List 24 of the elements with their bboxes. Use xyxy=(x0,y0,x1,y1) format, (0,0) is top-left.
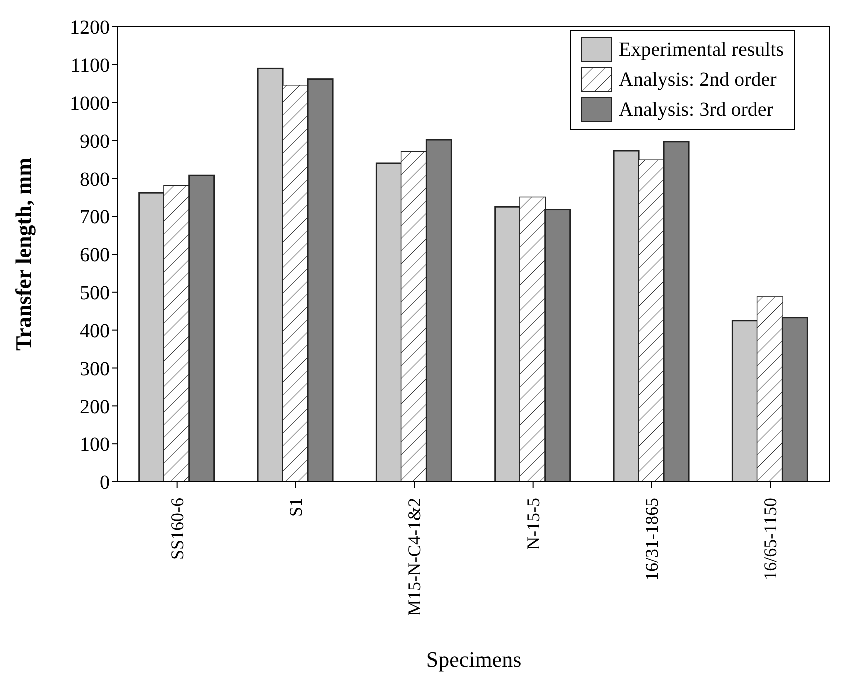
legend-label: Analysis: 3rd order xyxy=(619,98,774,122)
y-tick-label: 500 xyxy=(80,282,110,305)
y-tick-label: 800 xyxy=(80,168,110,191)
y-tick-label: 0 xyxy=(100,472,110,494)
y-tick-label: 600 xyxy=(80,244,110,267)
x-tick-label: 16/31-1865 xyxy=(642,498,662,581)
y-tick-label: 100 xyxy=(80,434,110,456)
y-tick-label: 1100 xyxy=(70,55,110,78)
y-tick-label: 900 xyxy=(80,130,110,153)
y-tick-label: 400 xyxy=(80,320,110,342)
x-tick-label: M15-N-C4-1&2 xyxy=(404,498,425,616)
y-tick-label: 1200 xyxy=(70,17,110,40)
y-tick-label: 200 xyxy=(80,396,110,418)
x-axis-title: Specimens xyxy=(426,647,522,672)
x-tick-label: S1 xyxy=(286,498,306,518)
y-tick-label: 1000 xyxy=(70,92,110,115)
x-tick-label: N-15-5 xyxy=(523,498,544,550)
x-tick-label: SS160-6 xyxy=(167,498,188,560)
legend-label: Analysis: 2nd order xyxy=(619,68,777,92)
y-tick-label: 300 xyxy=(80,358,110,380)
y-axis-title: Transfer length, mm xyxy=(10,158,36,351)
y-tick-label: 700 xyxy=(80,206,110,229)
legend-label: Experimental results xyxy=(619,38,784,62)
x-tick-label: 16/65-1150 xyxy=(760,498,781,580)
